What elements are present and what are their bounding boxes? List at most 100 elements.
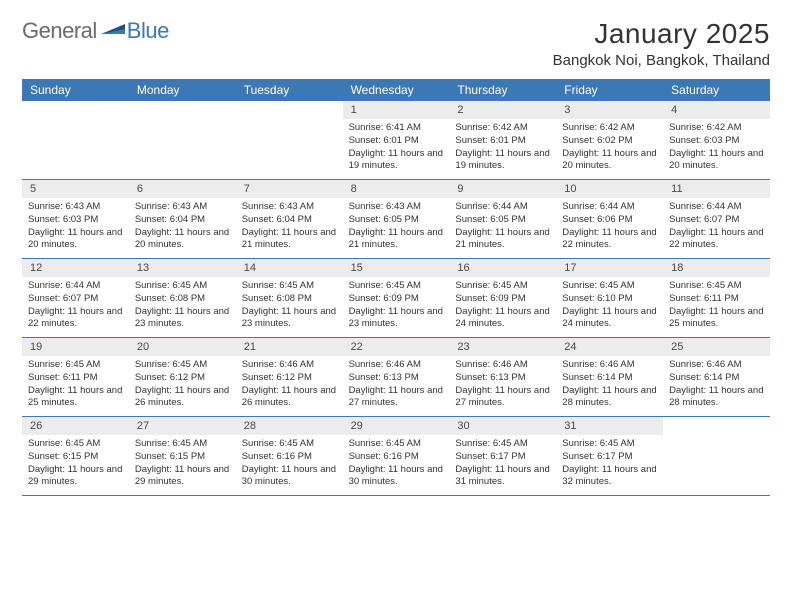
weekday-thursday: Thursday: [449, 79, 556, 101]
day-cell-31: 31Sunrise: 6:45 AMSunset: 6:17 PMDayligh…: [556, 417, 663, 495]
day-number: 22: [343, 338, 450, 356]
day-cell-29: 29Sunrise: 6:45 AMSunset: 6:16 PMDayligh…: [343, 417, 450, 495]
weekday-header: SundayMondayTuesdayWednesdayThursdayFrid…: [22, 79, 770, 101]
week-row: ...1Sunrise: 6:41 AMSunset: 6:01 PMDayli…: [22, 101, 770, 180]
week-row: 19Sunrise: 6:45 AMSunset: 6:11 PMDayligh…: [22, 338, 770, 417]
day-details: Sunrise: 6:45 AMSunset: 6:10 PMDaylight:…: [556, 277, 663, 335]
day-details: Sunrise: 6:44 AMSunset: 6:07 PMDaylight:…: [663, 198, 770, 256]
day-cell-21: 21Sunrise: 6:46 AMSunset: 6:12 PMDayligh…: [236, 338, 343, 416]
logo-flag-icon: [101, 20, 125, 43]
day-number: 27: [129, 417, 236, 435]
day-number: 29: [343, 417, 450, 435]
day-cell-empty: .: [236, 101, 343, 179]
day-cell-25: 25Sunrise: 6:46 AMSunset: 6:14 PMDayligh…: [663, 338, 770, 416]
day-number: 12: [22, 259, 129, 277]
day-details: Sunrise: 6:45 AMSunset: 6:09 PMDaylight:…: [343, 277, 450, 335]
day-details: Sunrise: 6:42 AMSunset: 6:03 PMDaylight:…: [663, 119, 770, 177]
day-cell-empty: .: [22, 101, 129, 179]
day-number: 31: [556, 417, 663, 435]
day-number: 21: [236, 338, 343, 356]
day-cell-8: 8Sunrise: 6:43 AMSunset: 6:05 PMDaylight…: [343, 180, 450, 258]
day-details: Sunrise: 6:46 AMSunset: 6:12 PMDaylight:…: [236, 356, 343, 414]
day-number: 30: [449, 417, 556, 435]
day-number: 4: [663, 101, 770, 119]
logo-text-general: General: [22, 18, 97, 44]
day-cell-13: 13Sunrise: 6:45 AMSunset: 6:08 PMDayligh…: [129, 259, 236, 337]
day-cell-6: 6Sunrise: 6:43 AMSunset: 6:04 PMDaylight…: [129, 180, 236, 258]
weekday-sunday: Sunday: [22, 79, 129, 101]
day-cell-11: 11Sunrise: 6:44 AMSunset: 6:07 PMDayligh…: [663, 180, 770, 258]
day-number: 25: [663, 338, 770, 356]
day-cell-23: 23Sunrise: 6:46 AMSunset: 6:13 PMDayligh…: [449, 338, 556, 416]
day-details: Sunrise: 6:46 AMSunset: 6:13 PMDaylight:…: [449, 356, 556, 414]
location-text: Bangkok Noi, Bangkok, Thailand: [553, 52, 770, 69]
day-cell-4: 4Sunrise: 6:42 AMSunset: 6:03 PMDaylight…: [663, 101, 770, 179]
day-cell-2: 2Sunrise: 6:42 AMSunset: 6:01 PMDaylight…: [449, 101, 556, 179]
day-details: Sunrise: 6:45 AMSunset: 6:15 PMDaylight:…: [129, 435, 236, 493]
weekday-tuesday: Tuesday: [236, 79, 343, 101]
day-cell-empty: .: [129, 101, 236, 179]
day-cell-26: 26Sunrise: 6:45 AMSunset: 6:15 PMDayligh…: [22, 417, 129, 495]
day-details: Sunrise: 6:46 AMSunset: 6:14 PMDaylight:…: [556, 356, 663, 414]
day-number: 19: [22, 338, 129, 356]
day-cell-5: 5Sunrise: 6:43 AMSunset: 6:03 PMDaylight…: [22, 180, 129, 258]
day-number: 6: [129, 180, 236, 198]
day-details: Sunrise: 6:45 AMSunset: 6:11 PMDaylight:…: [663, 277, 770, 335]
day-cell-empty: .: [663, 417, 770, 495]
day-details: Sunrise: 6:45 AMSunset: 6:08 PMDaylight:…: [129, 277, 236, 335]
day-number: 24: [556, 338, 663, 356]
logo: General Blue: [22, 18, 169, 44]
day-number: 10: [556, 180, 663, 198]
day-details: Sunrise: 6:43 AMSunset: 6:04 PMDaylight:…: [129, 198, 236, 256]
day-number: 26: [22, 417, 129, 435]
weekday-wednesday: Wednesday: [343, 79, 450, 101]
week-row: 26Sunrise: 6:45 AMSunset: 6:15 PMDayligh…: [22, 417, 770, 496]
day-number: 18: [663, 259, 770, 277]
day-cell-24: 24Sunrise: 6:46 AMSunset: 6:14 PMDayligh…: [556, 338, 663, 416]
day-cell-3: 3Sunrise: 6:42 AMSunset: 6:02 PMDaylight…: [556, 101, 663, 179]
day-details: Sunrise: 6:43 AMSunset: 6:04 PMDaylight:…: [236, 198, 343, 256]
day-number: 28: [236, 417, 343, 435]
day-cell-10: 10Sunrise: 6:44 AMSunset: 6:06 PMDayligh…: [556, 180, 663, 258]
title-block: January 2025 Bangkok Noi, Bangkok, Thail…: [553, 18, 770, 69]
day-cell-15: 15Sunrise: 6:45 AMSunset: 6:09 PMDayligh…: [343, 259, 450, 337]
day-number: 3: [556, 101, 663, 119]
day-cell-1: 1Sunrise: 6:41 AMSunset: 6:01 PMDaylight…: [343, 101, 450, 179]
day-details: Sunrise: 6:44 AMSunset: 6:05 PMDaylight:…: [449, 198, 556, 256]
day-cell-12: 12Sunrise: 6:44 AMSunset: 6:07 PMDayligh…: [22, 259, 129, 337]
day-number: 17: [556, 259, 663, 277]
day-number: 11: [663, 180, 770, 198]
day-number: 13: [129, 259, 236, 277]
day-details: Sunrise: 6:41 AMSunset: 6:01 PMDaylight:…: [343, 119, 450, 177]
day-number: 7: [236, 180, 343, 198]
day-number: 8: [343, 180, 450, 198]
day-number: 2: [449, 101, 556, 119]
weekday-monday: Monday: [129, 79, 236, 101]
day-cell-20: 20Sunrise: 6:45 AMSunset: 6:12 PMDayligh…: [129, 338, 236, 416]
day-cell-28: 28Sunrise: 6:45 AMSunset: 6:16 PMDayligh…: [236, 417, 343, 495]
day-details: Sunrise: 6:44 AMSunset: 6:06 PMDaylight:…: [556, 198, 663, 256]
day-number: 14: [236, 259, 343, 277]
day-cell-19: 19Sunrise: 6:45 AMSunset: 6:11 PMDayligh…: [22, 338, 129, 416]
day-cell-16: 16Sunrise: 6:45 AMSunset: 6:09 PMDayligh…: [449, 259, 556, 337]
page-title: January 2025: [553, 18, 770, 50]
day-cell-27: 27Sunrise: 6:45 AMSunset: 6:15 PMDayligh…: [129, 417, 236, 495]
day-number: 15: [343, 259, 450, 277]
day-details: Sunrise: 6:45 AMSunset: 6:17 PMDaylight:…: [556, 435, 663, 493]
day-details: Sunrise: 6:45 AMSunset: 6:15 PMDaylight:…: [22, 435, 129, 493]
weekday-saturday: Saturday: [663, 79, 770, 101]
day-details: Sunrise: 6:46 AMSunset: 6:14 PMDaylight:…: [663, 356, 770, 414]
day-number: 1: [343, 101, 450, 119]
week-row: 12Sunrise: 6:44 AMSunset: 6:07 PMDayligh…: [22, 259, 770, 338]
day-cell-7: 7Sunrise: 6:43 AMSunset: 6:04 PMDaylight…: [236, 180, 343, 258]
day-details: Sunrise: 6:42 AMSunset: 6:01 PMDaylight:…: [449, 119, 556, 177]
week-row: 5Sunrise: 6:43 AMSunset: 6:03 PMDaylight…: [22, 180, 770, 259]
day-cell-22: 22Sunrise: 6:46 AMSunset: 6:13 PMDayligh…: [343, 338, 450, 416]
day-details: Sunrise: 6:45 AMSunset: 6:17 PMDaylight:…: [449, 435, 556, 493]
day-cell-30: 30Sunrise: 6:45 AMSunset: 6:17 PMDayligh…: [449, 417, 556, 495]
logo-text-blue: Blue: [127, 18, 169, 44]
weekday-friday: Friday: [556, 79, 663, 101]
day-cell-17: 17Sunrise: 6:45 AMSunset: 6:10 PMDayligh…: [556, 259, 663, 337]
day-details: Sunrise: 6:45 AMSunset: 6:11 PMDaylight:…: [22, 356, 129, 414]
day-details: Sunrise: 6:44 AMSunset: 6:07 PMDaylight:…: [22, 277, 129, 335]
